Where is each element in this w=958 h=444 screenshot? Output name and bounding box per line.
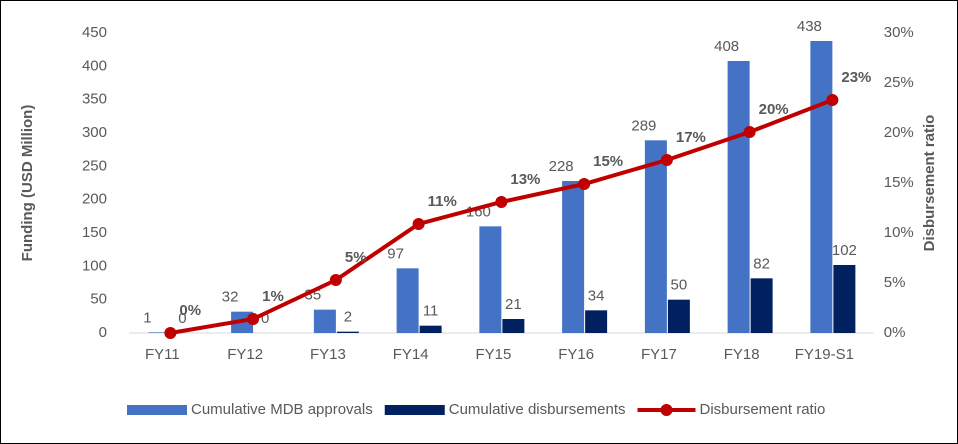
ratio-value-label: 17% <box>676 129 706 146</box>
bar <box>727 61 750 333</box>
bar-value-label: 289 <box>631 117 656 134</box>
bar <box>336 331 359 333</box>
ratio-marker <box>826 94 839 106</box>
bar <box>479 226 502 333</box>
ratio-value-label: 11% <box>428 193 457 210</box>
y2-tick-label: 15% <box>884 174 914 191</box>
x-tick-label: FY16 <box>558 346 594 363</box>
y2-axis-title: Disbursement ratio <box>921 115 938 252</box>
y-tick-label: 150 <box>82 224 107 241</box>
bar-value-label: 408 <box>714 38 739 55</box>
bar-value-label: 97 <box>387 245 404 262</box>
x-tick-label: FY14 <box>393 346 429 363</box>
ratio-value-label: 23% <box>841 69 871 86</box>
legend-marker <box>660 404 673 416</box>
ratio-value-label: 20% <box>759 101 789 118</box>
bar <box>148 332 171 333</box>
legend-label: Disbursement ratio <box>700 401 826 418</box>
bar <box>502 319 525 333</box>
ratio-marker <box>743 126 756 138</box>
y-tick-label: 350 <box>82 91 107 108</box>
y-axis-title: Funding (USD Million) <box>19 105 36 262</box>
bar-value-label: 438 <box>797 18 822 35</box>
bar <box>667 299 690 333</box>
bar <box>833 265 856 333</box>
ratio-value-label: 13% <box>510 171 540 188</box>
y2-tick-label: 30% <box>884 24 914 41</box>
ratio-marker <box>329 274 342 286</box>
y-tick-label: 300 <box>82 124 107 141</box>
bar-value-label: 2 <box>344 309 352 326</box>
y2-tick-label: 0% <box>884 324 906 341</box>
y-tick-label: 0 <box>99 324 107 341</box>
y-tick-label: 200 <box>82 191 107 208</box>
bar <box>644 140 667 333</box>
bar <box>313 309 336 333</box>
ratio-marker <box>412 218 425 230</box>
legend-swatch <box>384 405 445 415</box>
x-tick-label: FY12 <box>227 346 263 363</box>
x-tick-label: FY19-S1 <box>795 346 854 363</box>
ratio-marker <box>495 196 508 208</box>
bar <box>810 41 833 333</box>
bar-value-label: 32 <box>222 289 239 306</box>
bar <box>562 181 585 333</box>
ratio-value-label: 0% <box>179 302 201 319</box>
y-tick-label: 250 <box>82 157 107 174</box>
ratio-marker <box>578 178 591 190</box>
y-tick-label: 50 <box>90 291 107 308</box>
y-tick-label: 450 <box>82 24 107 41</box>
bar <box>419 325 442 333</box>
y-tick-label: 100 <box>82 257 107 274</box>
bar-value-label: 0 <box>178 310 186 327</box>
bar-value-label: 82 <box>753 255 770 272</box>
bar-value-label: 34 <box>588 287 605 304</box>
x-tick-label: FY18 <box>724 346 760 363</box>
y2-tick-label: 10% <box>884 224 914 241</box>
bar <box>585 310 608 333</box>
ratio-value-label: 5% <box>345 249 367 266</box>
y2-tick-label: 20% <box>884 124 914 141</box>
ratio-marker <box>247 313 260 325</box>
x-tick-label: FY15 <box>475 346 511 363</box>
bar-value-label: 21 <box>505 296 522 313</box>
legend-label: Cumulative disbursements <box>449 401 626 418</box>
legend-swatch <box>127 405 187 415</box>
ratio-marker <box>164 327 177 339</box>
bar-value-label: 228 <box>549 158 574 175</box>
ratio-value-label: 1% <box>262 288 284 305</box>
bar-value-label: 50 <box>671 277 688 294</box>
bar-value-label: 0 <box>261 310 269 327</box>
bar <box>750 278 773 333</box>
bar-value-label: 1 <box>143 309 151 326</box>
bar-value-label: 102 <box>832 242 857 259</box>
y-tick-label: 400 <box>82 57 107 74</box>
ratio-marker <box>660 154 673 166</box>
x-tick-label: FY13 <box>310 346 346 363</box>
x-tick-label: FY11 <box>145 346 180 363</box>
y2-tick-label: 25% <box>884 74 914 91</box>
bar-value-label: 11 <box>423 303 439 320</box>
y2-tick-label: 5% <box>884 274 906 291</box>
ratio-value-label: 15% <box>593 153 623 170</box>
bar <box>396 268 419 333</box>
x-tick-label: FY17 <box>641 346 677 363</box>
legend-label: Cumulative MDB approvals <box>191 401 373 418</box>
